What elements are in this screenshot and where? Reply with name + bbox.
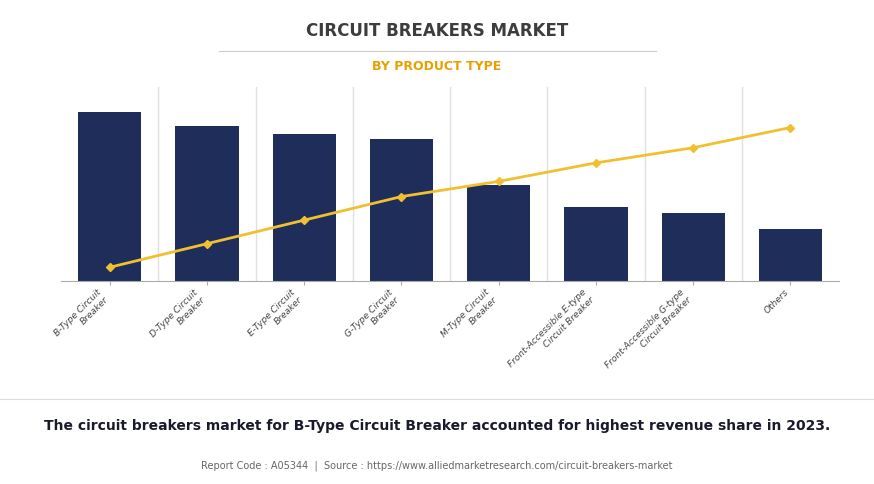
Bar [467,185,531,281]
Bar [273,134,336,281]
Bar [662,213,725,281]
Bar [565,207,628,281]
Bar [370,139,434,281]
Bar [78,112,142,281]
Text: The circuit breakers market for B-Type Circuit Breaker accounted for highest rev: The circuit breakers market for B-Type C… [44,420,830,433]
Text: BY PRODUCT TYPE: BY PRODUCT TYPE [372,60,502,74]
Text: CIRCUIT BREAKERS MARKET: CIRCUIT BREAKERS MARKET [306,22,568,40]
Bar [176,126,239,281]
Text: Report Code : A05344  |  Source : https://www.alliedmarketresearch.com/circuit-b: Report Code : A05344 | Source : https://… [201,460,673,470]
Bar [759,228,822,281]
